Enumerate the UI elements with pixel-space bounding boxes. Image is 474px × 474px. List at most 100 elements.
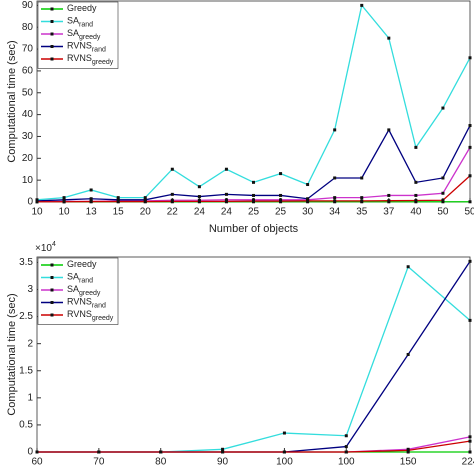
legend-name: SA [67,284,79,294]
point [333,196,337,200]
point [252,193,255,197]
point [62,196,66,200]
point [468,450,472,454]
y-tick-label: 1.5 [19,365,33,376]
point [143,196,147,200]
x-tick-label: 150 [400,457,417,468]
point [333,199,337,203]
point [468,439,472,443]
y-tick-label: 0 [27,197,33,208]
legend-label: Greedy [67,259,97,269]
point [406,265,410,269]
x-tick-label: 34 [329,207,341,218]
x-tick-label: 15 [113,207,125,218]
point [279,199,283,203]
x-tick-label: 22 [167,207,179,218]
point [306,199,310,203]
point [333,176,337,180]
y-axis-label: Computational time (sec) [6,40,18,162]
x-tick-label: 25 [275,207,287,218]
point [468,318,472,322]
point [35,450,39,454]
y-tick-label: 3 [27,284,33,295]
x-tick-label: 90 [217,457,229,468]
x-tick-label: 24 [221,207,233,218]
point [282,450,286,454]
legend-subscript: rand [79,277,93,284]
point [221,450,225,454]
legend-label: RVNSrand [67,41,106,53]
point [224,192,228,196]
point [414,145,418,149]
point [344,445,348,449]
point [360,176,364,180]
point [360,196,364,200]
y-tick-label: 40 [22,109,34,120]
x-tick-label: 50 [464,207,474,218]
legend-label: RVNSgreedy [67,53,114,65]
legend-subscript: greedy [92,59,114,66]
point [224,199,228,203]
legend-subscript: greedy [92,315,114,322]
series-line [37,440,471,453]
point [468,145,472,149]
point [89,197,93,201]
x-tick-label: 60 [31,457,43,468]
legend-marker [50,32,54,36]
point [387,36,391,40]
y-tick-label: 30 [22,131,34,142]
legend-marker [50,263,54,267]
legend-label: Greedy [67,3,97,13]
legend-subscript: rand [79,21,93,28]
point [468,56,472,60]
x-tick-label: 70 [93,457,105,468]
point [406,448,410,452]
legend-label: SArand [67,16,93,28]
point [441,198,445,202]
point [221,447,225,451]
point [387,199,391,203]
x-tick-label: 20 [140,207,152,218]
point [279,193,283,197]
point [170,199,174,203]
point [116,200,120,204]
point [414,198,418,202]
point [282,431,286,435]
point [414,193,418,197]
x-tick-label: 40 [410,207,422,218]
legend-subscript: rand [92,46,106,53]
legend-name: SA [67,16,79,26]
legend-name: SA [67,272,79,282]
x-tick-label: 25 [248,207,260,218]
x-tick-label: 80 [155,457,167,468]
point [344,434,348,438]
point [441,106,445,110]
x-tick-label: 37 [383,207,395,218]
legend-subscript: greedy [79,34,101,41]
point [89,200,93,204]
point [344,450,348,454]
y-axis-label: Computational time (sec) [6,293,18,415]
y-exponent: ×104 [35,241,56,254]
point [468,200,472,204]
legend-label: SAgreedy [67,284,101,296]
legend-name: RVNS [67,309,92,319]
exponent-base: ×10 [35,243,52,254]
legend-name: RVNS [67,53,92,63]
legend-marker [50,288,54,292]
y-tick-label: 0 [27,447,33,458]
point [252,199,255,203]
point [468,435,472,439]
point [441,191,445,195]
legend-marker [50,57,54,61]
point [414,180,418,184]
point [387,193,391,197]
y-tick-label: 60 [22,66,34,77]
point [197,195,201,199]
point [306,197,310,201]
x-tick-label: 10 [31,207,43,218]
legend-subscript: rand [92,302,106,309]
x-tick-label: 24 [194,207,206,218]
